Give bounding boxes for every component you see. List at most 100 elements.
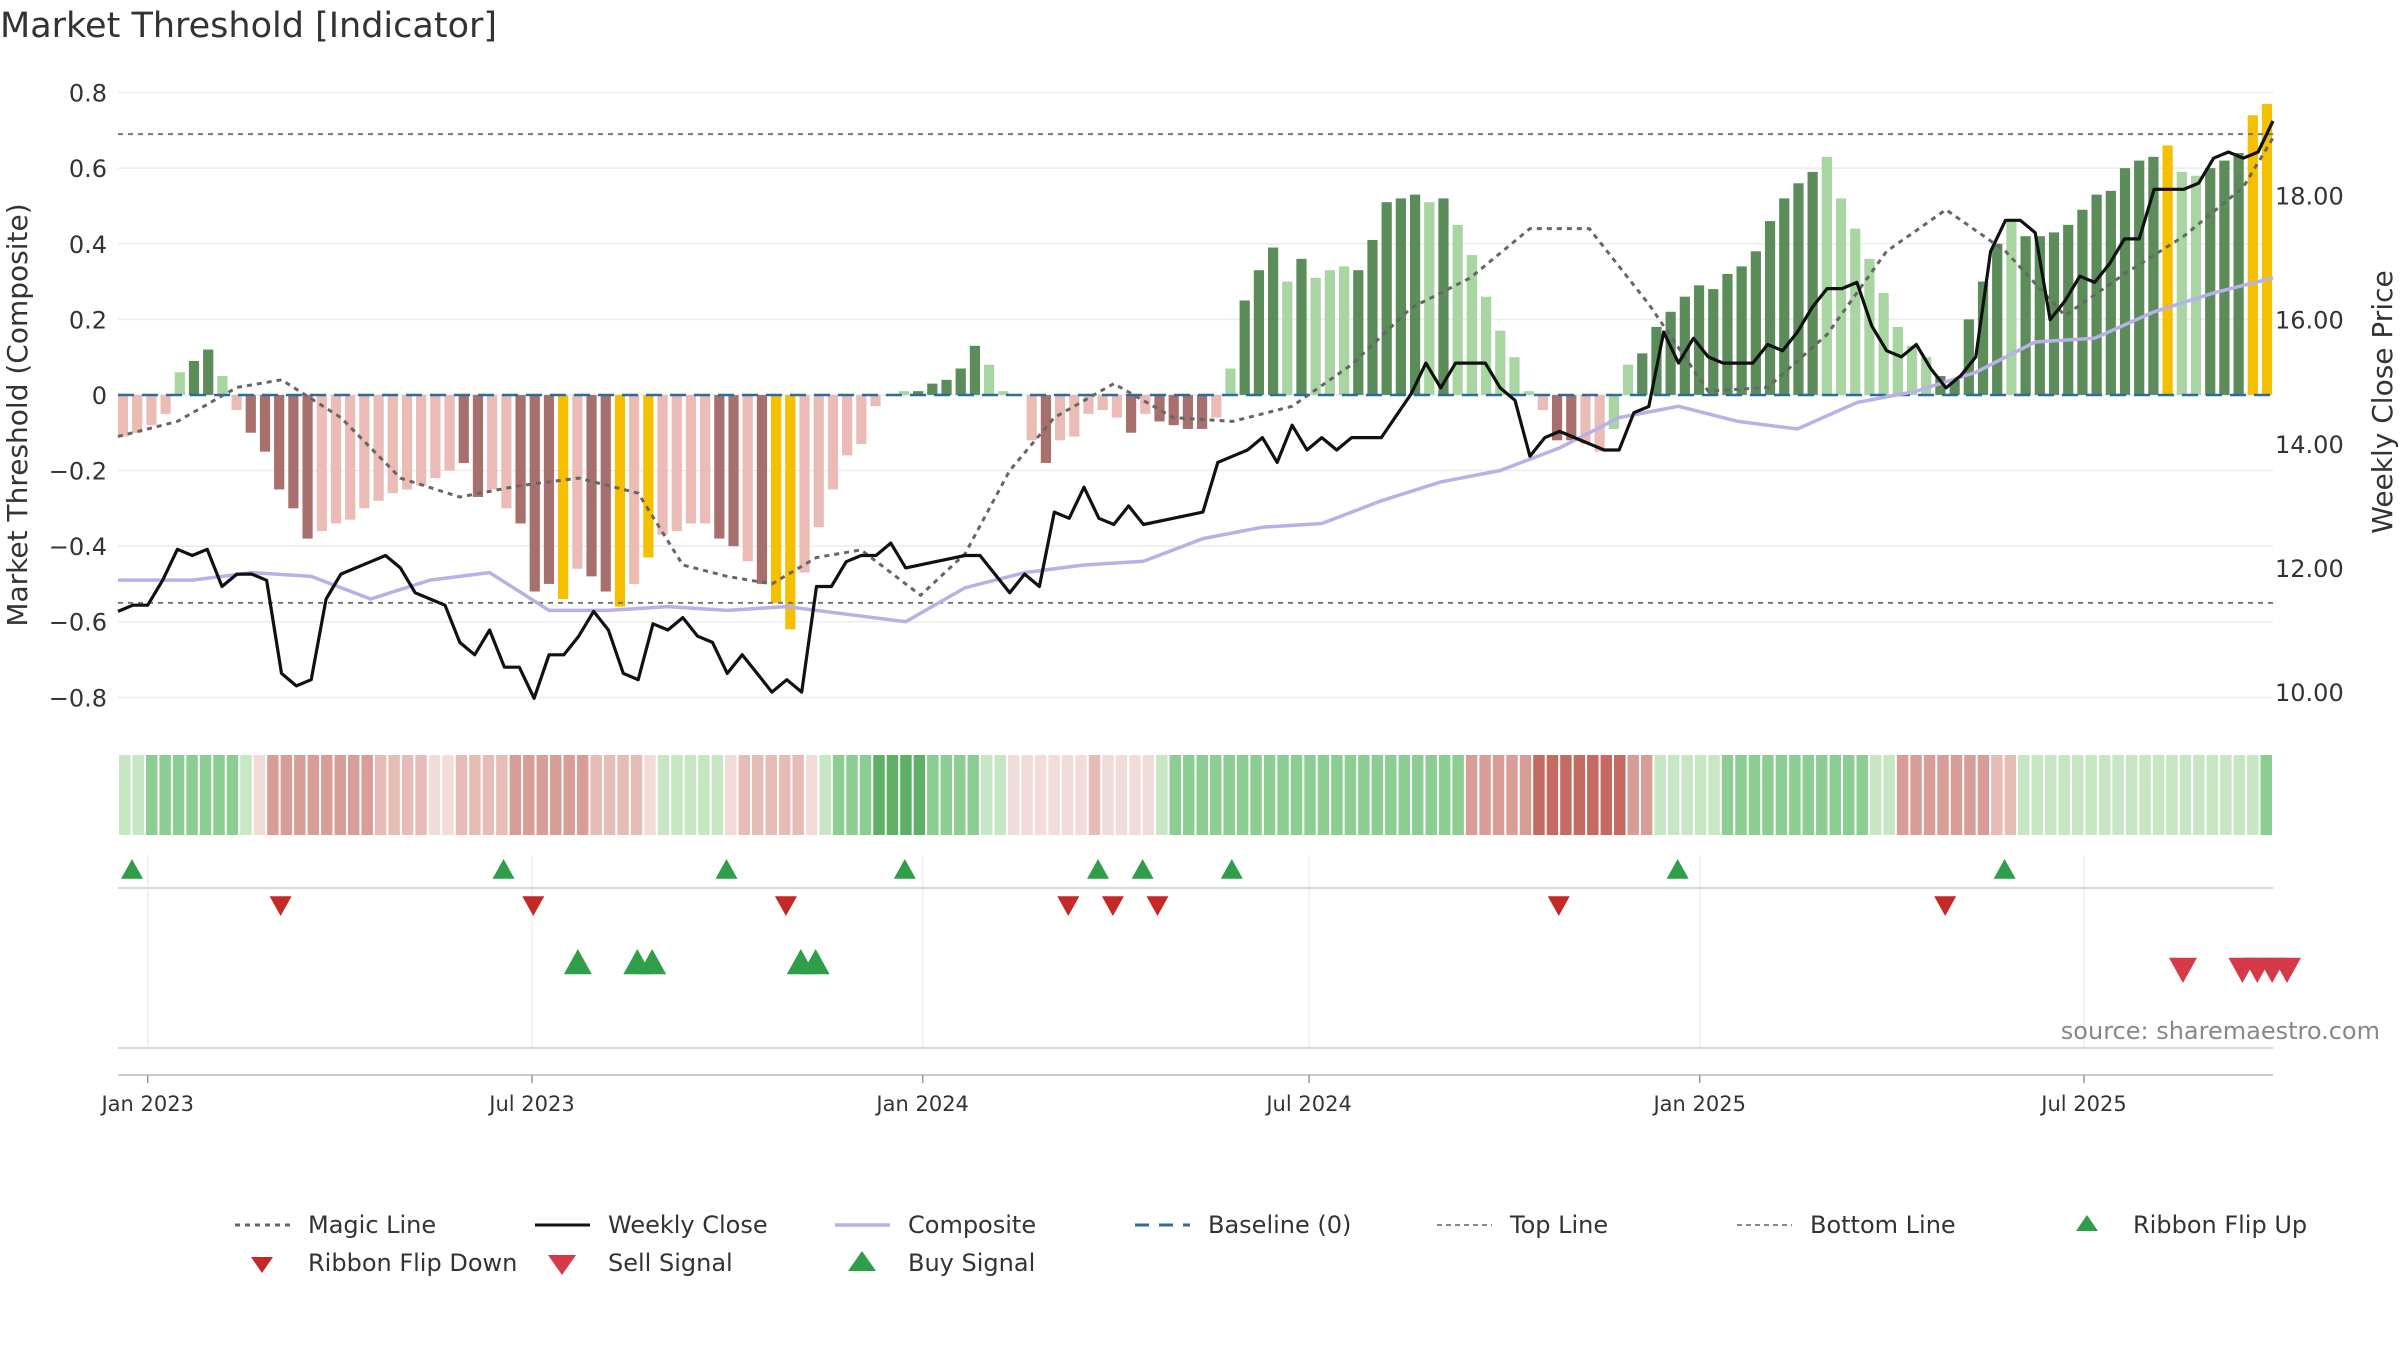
ribbon-cell	[1492, 755, 1505, 835]
composite-bar	[2006, 221, 2017, 395]
buy-signal-marker	[638, 949, 667, 975]
ribbon-cell	[119, 755, 131, 835]
ribbon-cell	[725, 755, 737, 835]
composite-bar	[2063, 224, 2074, 395]
ribbon-cell	[442, 755, 454, 835]
ribbon-cell	[199, 755, 212, 835]
composite-bar	[998, 391, 1009, 395]
ribbon-cell	[509, 755, 522, 835]
ribbon-cell	[1075, 755, 1087, 835]
ribbon-flip-up-marker	[1087, 859, 1110, 879]
legend-label: Composite	[908, 1211, 1036, 1239]
ribbon-cell	[1169, 755, 1182, 835]
composite-bar	[1225, 368, 1236, 395]
composite-bar	[1367, 239, 1378, 395]
ribbon-cell	[1277, 755, 1289, 835]
ribbon-cell	[1708, 755, 1720, 835]
composite-bar	[913, 391, 924, 395]
y-tick-label: −0.4	[49, 533, 107, 561]
ribbon-cell	[1910, 755, 1922, 835]
composite-bar	[217, 376, 228, 395]
ribbon-cell	[1694, 755, 1707, 835]
ribbon-cell	[1412, 755, 1424, 835]
composite-bar	[941, 379, 952, 395]
ribbon-cell	[1129, 755, 1141, 835]
composite-bar	[827, 394, 839, 490]
ribbon-cell	[1923, 755, 1936, 835]
ribbon-cell	[1048, 755, 1060, 835]
ribbon-flip-down-marker	[522, 896, 545, 916]
x-tick-label: Jul 2024	[1264, 1092, 1351, 1116]
composite-bar	[1835, 198, 1847, 395]
composite-bar	[359, 394, 370, 509]
composite-bar	[1196, 394, 1208, 429]
y-tick-label: 0	[92, 382, 107, 410]
ribbon-cell	[1142, 755, 1155, 835]
composite-bar	[1395, 198, 1406, 395]
ribbon-cell	[226, 755, 239, 835]
composite-bar	[302, 394, 313, 539]
ribbon-cell	[1344, 755, 1357, 835]
series-lines	[117, 120, 2275, 700]
composite-bar	[813, 394, 824, 528]
ribbon-flip-down-marker	[269, 896, 292, 916]
x-tick-label: Jan 2023	[99, 1092, 194, 1116]
y-tick-label: 0.8	[69, 80, 107, 108]
composite-bar	[1424, 202, 1435, 395]
y-tick-label: −0.8	[49, 684, 107, 712]
composite-bar	[1679, 296, 1690, 395]
legend-item-baseline: Baseline (0)	[1135, 1211, 1351, 1239]
composite-bar	[1665, 311, 1676, 395]
ribbon-cell	[2125, 755, 2138, 835]
ribbon-cell	[927, 755, 939, 835]
composite-bar	[856, 394, 867, 445]
ribbon-cell	[294, 755, 306, 835]
ribbon-flip-up-marker	[492, 859, 515, 879]
composite-bar	[1154, 394, 1165, 422]
ribbon-cell	[1843, 755, 1855, 835]
composite-bar	[458, 394, 469, 463]
ribbon-cell	[1465, 755, 1478, 835]
ribbon-cell	[2260, 755, 2272, 835]
composite-bar	[387, 394, 398, 494]
legend-item-flipdown: Ribbon Flip Down	[251, 1249, 517, 1277]
ribbon-flip-up-swatch	[2076, 1215, 2098, 1231]
ribbon-cell	[1250, 755, 1262, 835]
composite-bar	[288, 394, 299, 509]
ribbon-cell	[1546, 755, 1559, 835]
ribbon-cell	[1263, 755, 1276, 835]
ribbon-cell	[2206, 755, 2219, 835]
composite-bar	[1921, 357, 1932, 395]
ribbon-cell	[1560, 755, 1572, 835]
ribbon-cell	[2233, 755, 2246, 835]
ribbon-cell	[1627, 755, 1639, 835]
composite-bar	[842, 394, 853, 456]
composite-bar	[1594, 394, 1605, 452]
ribbon-cell	[886, 755, 899, 835]
ribbon-cell	[684, 755, 697, 835]
legend-item-top: Top Line	[1437, 1211, 1608, 1239]
composite-bar	[1764, 221, 1776, 395]
composite-bar	[1693, 285, 1705, 395]
ribbon-cell	[1883, 755, 1895, 835]
composite-bar	[742, 394, 753, 562]
composite-bar	[1495, 330, 1506, 395]
chart-title: Market Threshold [Indicator]	[0, 6, 497, 46]
ribbon-cell	[1021, 755, 1033, 835]
ribbon-cell	[1156, 755, 1168, 835]
composite-bar	[2247, 115, 2258, 395]
ribbon-cell	[1371, 755, 1384, 835]
ribbon-cell	[1533, 755, 1545, 835]
composite-bar	[1125, 394, 1137, 433]
ribbon-cell	[617, 755, 629, 835]
ribbon-flip-up-marker	[1220, 859, 1243, 879]
ribbon-cell	[550, 755, 562, 835]
composite-bar	[2148, 156, 2159, 395]
ribbon-cell	[1331, 755, 1343, 835]
composite-bar	[2205, 168, 2216, 395]
ribbon-cell	[752, 755, 764, 835]
composite-bar	[969, 345, 981, 395]
legend-label: Buy Signal	[908, 1249, 1035, 1277]
ribbon-cell	[2071, 755, 2084, 835]
